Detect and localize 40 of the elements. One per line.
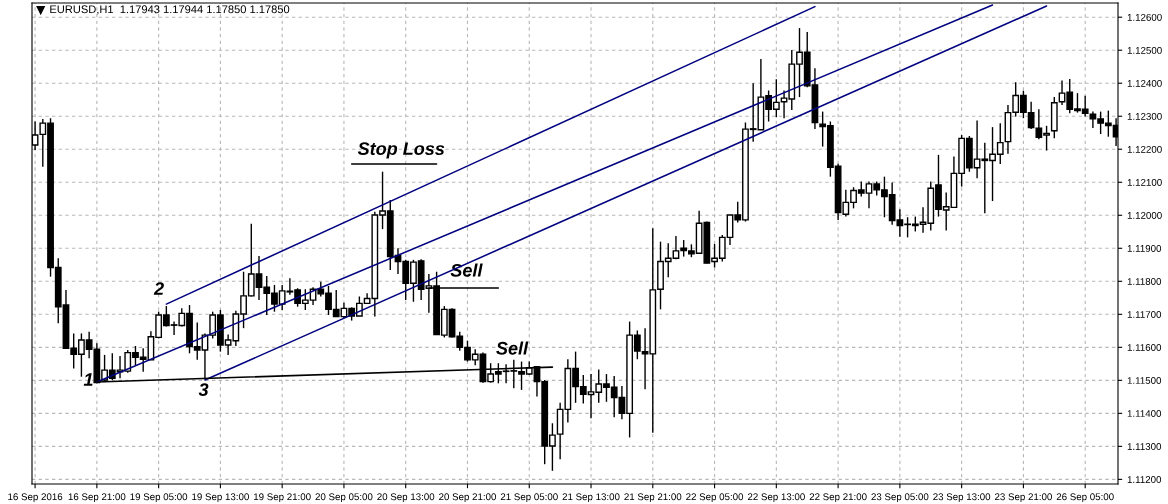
x-tick-label: 20 Sep 13:00 <box>377 493 435 503</box>
y-tick-label: 1.12000 <box>1127 212 1162 219</box>
annotation: Stop Loss <box>357 142 445 159</box>
y-tick-label: 1.12500 <box>1127 46 1162 54</box>
y-tick-label: 1.12200 <box>1127 145 1162 153</box>
x-tick-label: 16 Sep 2016 <box>8 493 63 503</box>
x-tick-label: 20 Sep 21:00 <box>439 493 497 503</box>
x-tick-label: 23 Sep 05:00 <box>871 493 929 503</box>
y-tick-label: 1.11500 <box>1127 377 1162 384</box>
y-tick-label: 1.11700 <box>1127 311 1162 318</box>
y-tick-label: 1.12600 <box>1127 13 1162 21</box>
y-tick-label: 1.11900 <box>1127 245 1162 252</box>
x-tick-label: 19 Sep 13:00 <box>192 493 249 503</box>
y-tick-label: 1.12100 <box>1127 178 1162 186</box>
x-tick-label: 20 Sep 05:00 <box>315 493 373 503</box>
x-tick-label: 19 Sep 05:00 <box>130 493 188 503</box>
x-tick-label: 21 Sep 21:00 <box>624 493 682 503</box>
annotation: 3 <box>198 383 209 397</box>
x-tick-label: 21 Sep 05:00 <box>500 493 558 503</box>
annotation: 2 <box>153 282 164 295</box>
annotation: Sell <box>450 263 483 277</box>
x-tick-label: 16 Sep 21:00 <box>68 493 126 503</box>
x-tick-label: 26 Sep 05:00 <box>1056 493 1114 503</box>
annotation: 1 <box>83 373 93 386</box>
x-tick-label: 22 Sep 21:00 <box>809 493 867 503</box>
y-tick-label: 1.11600 <box>1127 344 1162 351</box>
x-tick-label: 23 Sep 21:00 <box>994 493 1052 503</box>
chart-title: EURUSD,H1 1.17943 1.17944 1.17850 1.17850 <box>50 5 290 15</box>
x-tick-label: 22 Sep 05:00 <box>686 493 744 503</box>
y-tick-label: 1.11400 <box>1127 410 1162 417</box>
x-tick-label: 23 Sep 13:00 <box>933 493 991 503</box>
y-tick-label: 1.11800 <box>1127 278 1162 285</box>
x-tick-label: 22 Sep 13:00 <box>747 493 805 503</box>
annotation: Sell <box>496 341 529 355</box>
x-tick-label: 19 Sep 21:00 <box>253 493 311 503</box>
x-tick-label: 21 Sep 13:00 <box>562 493 620 503</box>
y-tick-label: 1.12300 <box>1127 112 1162 120</box>
y-tick-label: 1.12400 <box>1127 79 1162 87</box>
y-tick-label: 1.11200 <box>1127 476 1162 483</box>
y-tick-label: 1.11300 <box>1127 443 1162 450</box>
